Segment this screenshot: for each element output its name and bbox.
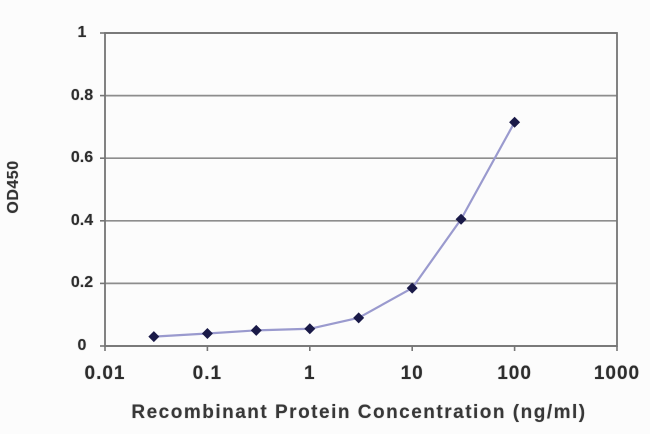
plot-frame <box>104 32 618 347</box>
data-point-marker <box>406 282 418 294</box>
x-tick-label: 1000 <box>593 363 641 384</box>
series-line <box>153 121 516 338</box>
y-tick-label: 0.4 <box>70 211 94 229</box>
x-tick-label: 100 <box>497 363 532 384</box>
data-point-marker <box>201 327 213 339</box>
y-axis-title: OD450 <box>5 160 22 214</box>
x-tick-label: 0.01 <box>84 363 126 384</box>
x-axis-title: Recombinant Protein Concentration (ng/ml… <box>131 402 587 423</box>
x-tick-label: 1 <box>304 363 316 384</box>
data-point-marker <box>304 323 316 335</box>
y-tick-label: 0.8 <box>70 86 94 104</box>
data-point-marker <box>509 116 521 128</box>
y-tick-label: 1 <box>77 24 87 41</box>
x-tick-label: 0.1 <box>192 363 223 384</box>
data-point-marker <box>148 331 160 343</box>
data-point-marker <box>353 312 365 324</box>
data-point-marker <box>455 213 467 225</box>
y-tick-label: 0.6 <box>70 149 94 167</box>
data-point-marker <box>250 324 262 336</box>
y-tick-label: 0 <box>77 337 87 354</box>
y-tick-label: 0.2 <box>70 274 94 292</box>
x-tick-label: 10 <box>400 363 424 384</box>
